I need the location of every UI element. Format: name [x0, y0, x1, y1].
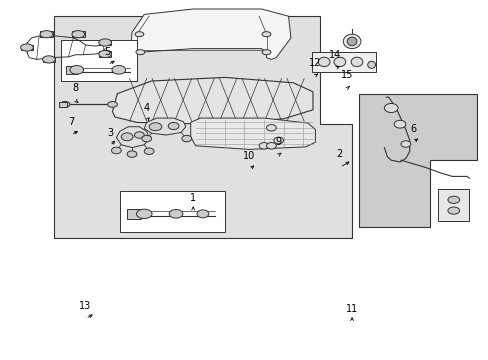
Ellipse shape	[197, 210, 208, 218]
Bar	[311, 52, 375, 72]
Ellipse shape	[136, 209, 152, 219]
Bar	[66, 66, 78, 74]
Ellipse shape	[20, 44, 33, 51]
Ellipse shape	[182, 135, 191, 142]
Ellipse shape	[99, 50, 111, 58]
Ellipse shape	[346, 37, 356, 46]
Ellipse shape	[42, 56, 55, 63]
Text: 1: 1	[190, 193, 196, 203]
Ellipse shape	[318, 57, 329, 67]
Ellipse shape	[262, 32, 270, 37]
Text: 7: 7	[68, 117, 74, 127]
Ellipse shape	[149, 123, 162, 131]
Text: 4: 4	[143, 103, 149, 113]
Ellipse shape	[127, 151, 137, 157]
Ellipse shape	[134, 132, 144, 138]
Text: 14: 14	[328, 50, 341, 60]
Bar	[42, 57, 55, 62]
Ellipse shape	[70, 66, 83, 74]
Polygon shape	[54, 16, 351, 238]
Polygon shape	[112, 77, 312, 124]
Ellipse shape	[40, 31, 53, 38]
Ellipse shape	[72, 31, 84, 38]
Bar	[127, 209, 141, 219]
Bar	[61, 40, 137, 81]
Bar	[20, 45, 33, 50]
Ellipse shape	[121, 133, 133, 141]
Ellipse shape	[135, 32, 143, 37]
Ellipse shape	[99, 39, 111, 46]
Text: 3: 3	[107, 128, 113, 138]
Text: 13: 13	[79, 301, 92, 311]
Ellipse shape	[393, 120, 405, 128]
Ellipse shape	[333, 57, 345, 67]
Ellipse shape	[447, 207, 459, 214]
Bar	[99, 40, 111, 45]
Ellipse shape	[142, 135, 151, 142]
Ellipse shape	[136, 50, 144, 55]
Bar	[59, 102, 67, 107]
Ellipse shape	[266, 125, 276, 131]
Bar	[120, 191, 224, 232]
Text: 9: 9	[275, 137, 281, 147]
Bar	[437, 189, 468, 221]
Bar	[40, 31, 53, 37]
Ellipse shape	[262, 50, 270, 55]
Text: 15: 15	[340, 70, 353, 80]
Polygon shape	[144, 118, 185, 135]
Ellipse shape	[384, 103, 397, 113]
Polygon shape	[116, 127, 149, 148]
Ellipse shape	[447, 196, 459, 203]
Ellipse shape	[168, 122, 179, 130]
Text: 11: 11	[345, 304, 358, 314]
Bar	[99, 51, 111, 57]
Polygon shape	[359, 94, 476, 227]
Ellipse shape	[266, 143, 276, 149]
Ellipse shape	[169, 210, 183, 218]
Polygon shape	[129, 9, 290, 65]
Ellipse shape	[144, 148, 154, 154]
Ellipse shape	[107, 102, 117, 107]
Ellipse shape	[259, 143, 268, 149]
Ellipse shape	[60, 102, 70, 107]
Ellipse shape	[350, 57, 362, 67]
Ellipse shape	[343, 34, 360, 49]
Bar	[72, 31, 84, 37]
Text: 8: 8	[73, 83, 79, 93]
Ellipse shape	[111, 147, 121, 154]
Text: 5: 5	[104, 47, 110, 57]
Ellipse shape	[112, 66, 125, 74]
Text: 2: 2	[336, 149, 342, 159]
Ellipse shape	[273, 137, 283, 144]
Ellipse shape	[400, 141, 410, 147]
Ellipse shape	[367, 61, 375, 68]
Text: 10: 10	[243, 151, 255, 161]
Polygon shape	[190, 118, 315, 149]
Text: 6: 6	[409, 124, 415, 134]
Text: 12: 12	[308, 58, 321, 68]
